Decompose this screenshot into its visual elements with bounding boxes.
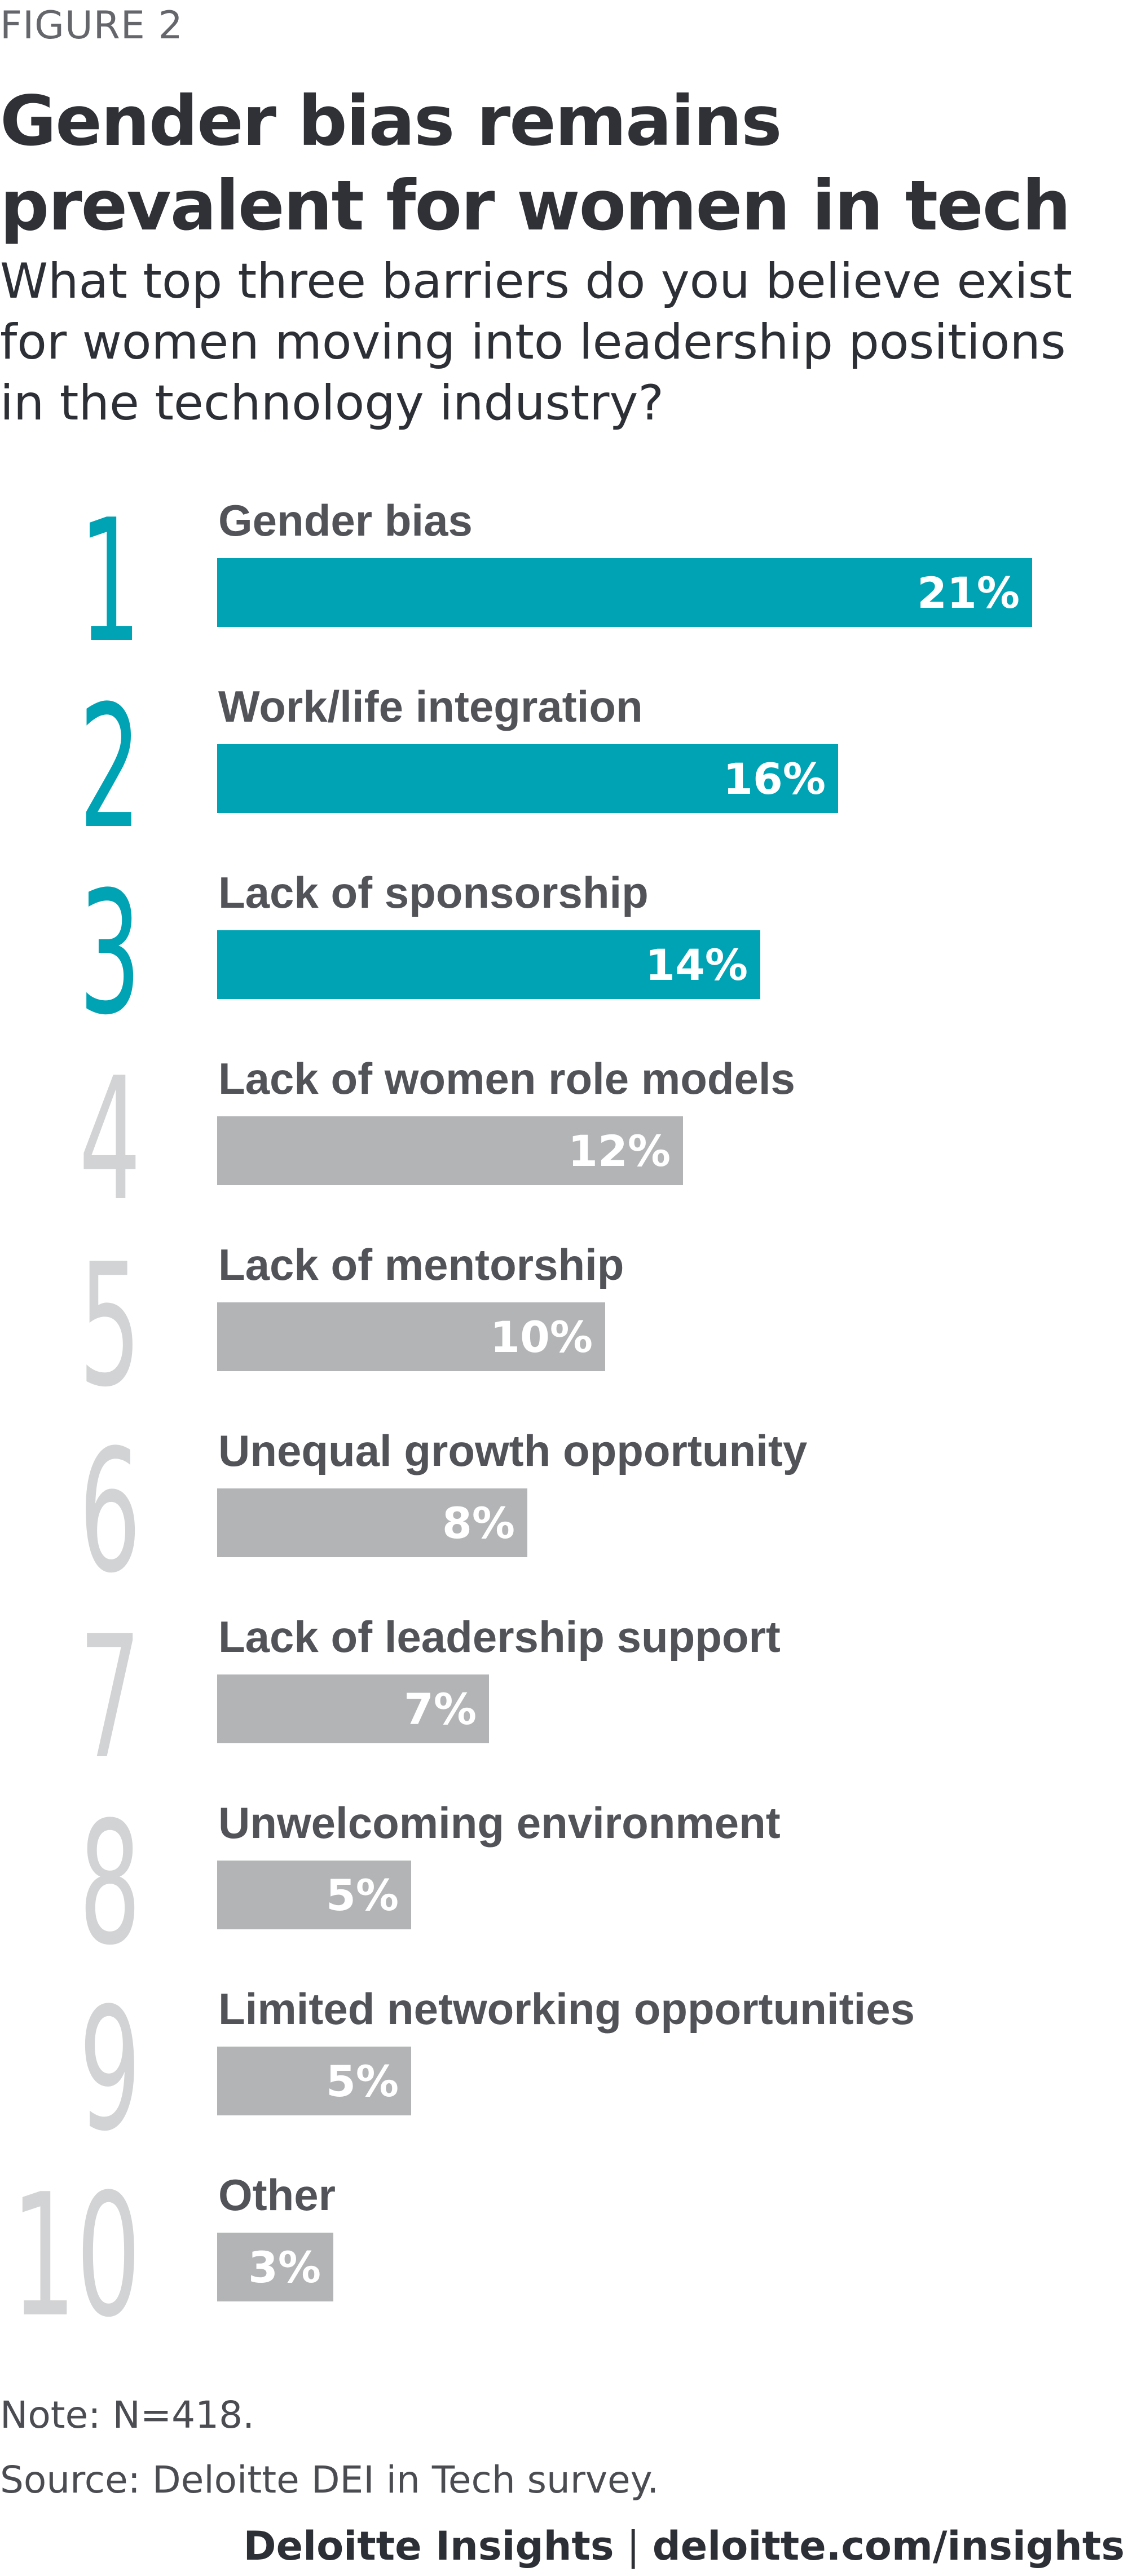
bar-row: 9 Limited networking opportunities 5% [79, 1972, 915, 2168]
bar-row: 5 Lack of mentorship 10% [79, 1227, 624, 1424]
bar-row: 6 Unequal growth opportunity 8% [79, 1413, 807, 1610]
category-label: Unwelcoming environment [218, 1798, 781, 1848]
bar-row: 8 Unwelcoming environment 5% [79, 1786, 781, 1982]
value-label: 10% [490, 1312, 593, 1362]
value-label: 7% [404, 1684, 477, 1734]
value-label: 16% [723, 754, 826, 804]
value-label: 21% [917, 568, 1020, 618]
category-label: Unequal growth opportunity [218, 1426, 807, 1475]
bar [217, 1116, 683, 1185]
value-label: 5% [326, 1870, 399, 1920]
bar-row: 7 Lack of leadership support 7% [79, 1599, 781, 1796]
bar [217, 2047, 411, 2115]
bar-row: 2 Work/life integration 16% [79, 669, 838, 866]
bar [217, 1861, 411, 1929]
bar-chart: 1 Gender bias 21% 2 Work/life integration 16%… [11, 496, 1032, 2334]
credit-brand: Deloitte Insights [243, 2523, 614, 2569]
bar [217, 930, 760, 999]
category-label: Other [218, 2170, 336, 2220]
category-label: Lack of mentorship [218, 1240, 624, 1289]
rank-number: 5 [79, 1227, 141, 1424]
rank-number: 3 [79, 855, 141, 1052]
credit-url[interactable]: deloitte.com/insights [652, 2523, 1125, 2569]
bar [217, 1302, 605, 1371]
value-label: 8% [442, 1498, 515, 1548]
category-label: Limited networking opportunities [218, 1984, 915, 2034]
category-label: Lack of women role models [218, 1054, 795, 1103]
rank-number: 6 [79, 1413, 141, 1610]
bar [217, 2233, 333, 2301]
category-label: Lack of leadership support [218, 1612, 781, 1662]
rank-number: 4 [79, 1041, 141, 1238]
category-label: Work/life integration [218, 682, 643, 731]
chart-subtitle: What top three barriers do you believe e… [0, 253, 1073, 431]
credit-separator: | [626, 2523, 640, 2569]
category-label: Gender bias [218, 496, 473, 545]
bar [217, 1488, 527, 1557]
rank-number: 8 [79, 1786, 141, 1982]
value-label: 12% [568, 1126, 671, 1176]
source-text: Source: Deloitte DEI in Tech survey. [0, 2458, 659, 2502]
category-label: Lack of sponsorship [218, 868, 649, 917]
credit-line: Deloitte Insights | deloitte.com/insight… [244, 2523, 1125, 2569]
value-label: 5% [326, 2056, 399, 2106]
bar-row: 4 Lack of women role models 12% [79, 1041, 795, 1238]
bar-row: 3 Lack of sponsorship 14% [79, 855, 760, 1052]
note-text: Note: N=418. [0, 2393, 255, 2437]
figure-label: FIGURE 2 [0, 3, 183, 48]
bar [217, 1674, 489, 1743]
bar-row: 1 Gender bias 21% [79, 496, 1032, 680]
bar [217, 744, 838, 813]
rank-number: 1 [79, 496, 141, 680]
rank-number: 9 [79, 1972, 141, 2168]
rank-number: 10 [11, 2158, 141, 2334]
rank-number: 2 [79, 669, 141, 866]
chart-title: Gender bias remains prevalent for women … [0, 81, 1071, 246]
value-label: 3% [248, 2242, 321, 2292]
bar-row: 10 Other 3% [11, 2158, 336, 2334]
bar [217, 558, 1032, 627]
rank-number: 7 [79, 1599, 141, 1796]
value-label: 14% [645, 940, 748, 990]
